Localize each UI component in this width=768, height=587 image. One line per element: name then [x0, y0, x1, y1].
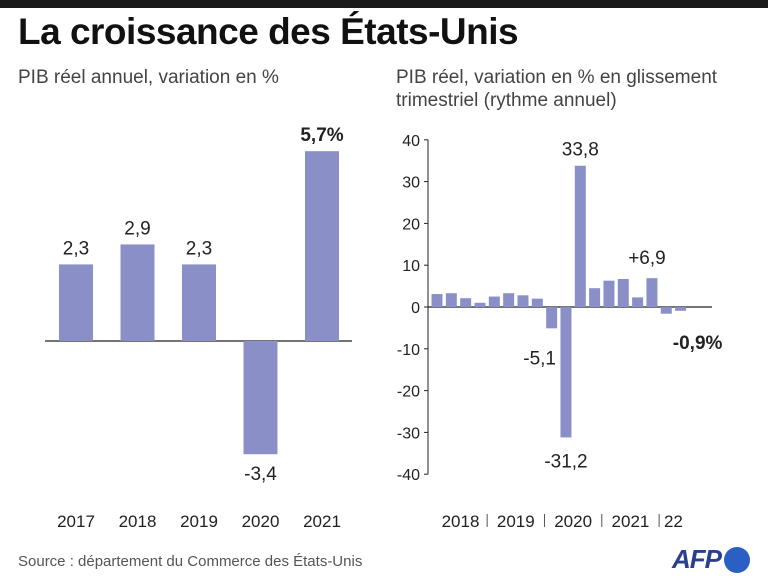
right-bar-q8 — [531, 298, 543, 307]
left-bar-value-label: 2,3 — [63, 238, 89, 259]
right-bar-value-label: 33,8 — [562, 140, 599, 161]
right-bar-q9 — [546, 307, 558, 329]
afp-logo: AFP — [672, 544, 750, 576]
right-y-tick-label: 30 — [402, 175, 420, 192]
top-bar — [0, 0, 768, 8]
source-note: Source : département du Commerce des Éta… — [18, 553, 363, 570]
left-bar-2018 — [120, 244, 155, 341]
right-bar-q10 — [560, 307, 572, 438]
right-y-tick-label: 20 — [402, 216, 420, 233]
left-x-tick-label: 2018 — [119, 512, 157, 531]
right-y-tick-label: 10 — [402, 258, 420, 275]
left-bar-2017 — [59, 264, 93, 341]
right-bar-q14 — [617, 278, 629, 307]
left-bar-2019 — [182, 264, 216, 341]
left-x-tick-label: 2020 — [242, 512, 280, 531]
left-bar-value-label: -3,4 — [244, 464, 277, 485]
right-y-tick-label: -10 — [397, 342, 420, 359]
right-x-year-label: 2019 — [497, 512, 535, 531]
left-bar-value-label: 5,7% — [300, 125, 343, 146]
right-y-tick-label: -40 — [397, 467, 420, 484]
right-bar-q5 — [488, 296, 500, 307]
right-y-tick-label: -30 — [397, 425, 420, 442]
right-x-year-label: 2021 — [612, 512, 650, 531]
left-x-tick-label: 2021 — [303, 512, 341, 531]
afp-logo-dot — [724, 546, 750, 573]
left-chart-title: PIB réel annuel, variation en % — [18, 67, 279, 88]
right-chart-title: PIB réel, variation en % en glissement t… — [396, 67, 718, 111]
left-bar-value-label: 2,9 — [124, 218, 150, 239]
right-bar-q7 — [517, 295, 529, 307]
right-x-year-label: 2018 — [442, 512, 480, 531]
right-x-year-label: 2020 — [554, 512, 592, 531]
right-bar-q18 — [675, 307, 687, 311]
right-bar-q4 — [474, 302, 486, 307]
right-bar-q3 — [460, 298, 472, 307]
right-bar-q1 — [431, 294, 443, 307]
right-bar-q17 — [660, 307, 672, 314]
left-x-tick-label: 2019 — [180, 512, 218, 531]
right-bar-q16 — [646, 278, 658, 307]
right-bar-q2 — [445, 293, 457, 307]
right-bar-value-label: -31,2 — [544, 451, 587, 472]
right-y-tick-label: 0 — [411, 300, 420, 317]
right-bar-q6 — [503, 293, 515, 307]
main-title: La croissance des États-Unis — [18, 11, 519, 52]
right-y-tick-label: 40 — [402, 133, 420, 150]
right-bar-q15 — [632, 297, 644, 307]
right-bar-value-label: +6,9 — [628, 248, 666, 269]
right-bar-q11 — [574, 165, 586, 307]
left-bar-2020 — [243, 341, 278, 455]
left-bar-2021 — [305, 151, 339, 341]
right-bar-value-label: -0,9% — [673, 333, 723, 354]
right-y-tick-label: -20 — [397, 384, 420, 401]
right-bar-q12 — [589, 288, 601, 307]
afp-logo-text: AFP — [672, 544, 722, 574]
right-bar-q13 — [603, 280, 615, 307]
left-x-tick-label: 2017 — [57, 512, 95, 531]
right-bar-value-label: -5,1 — [523, 348, 556, 369]
left-bar-value-label: 2,3 — [186, 238, 212, 259]
right-x-year-label: 22 — [664, 512, 683, 531]
